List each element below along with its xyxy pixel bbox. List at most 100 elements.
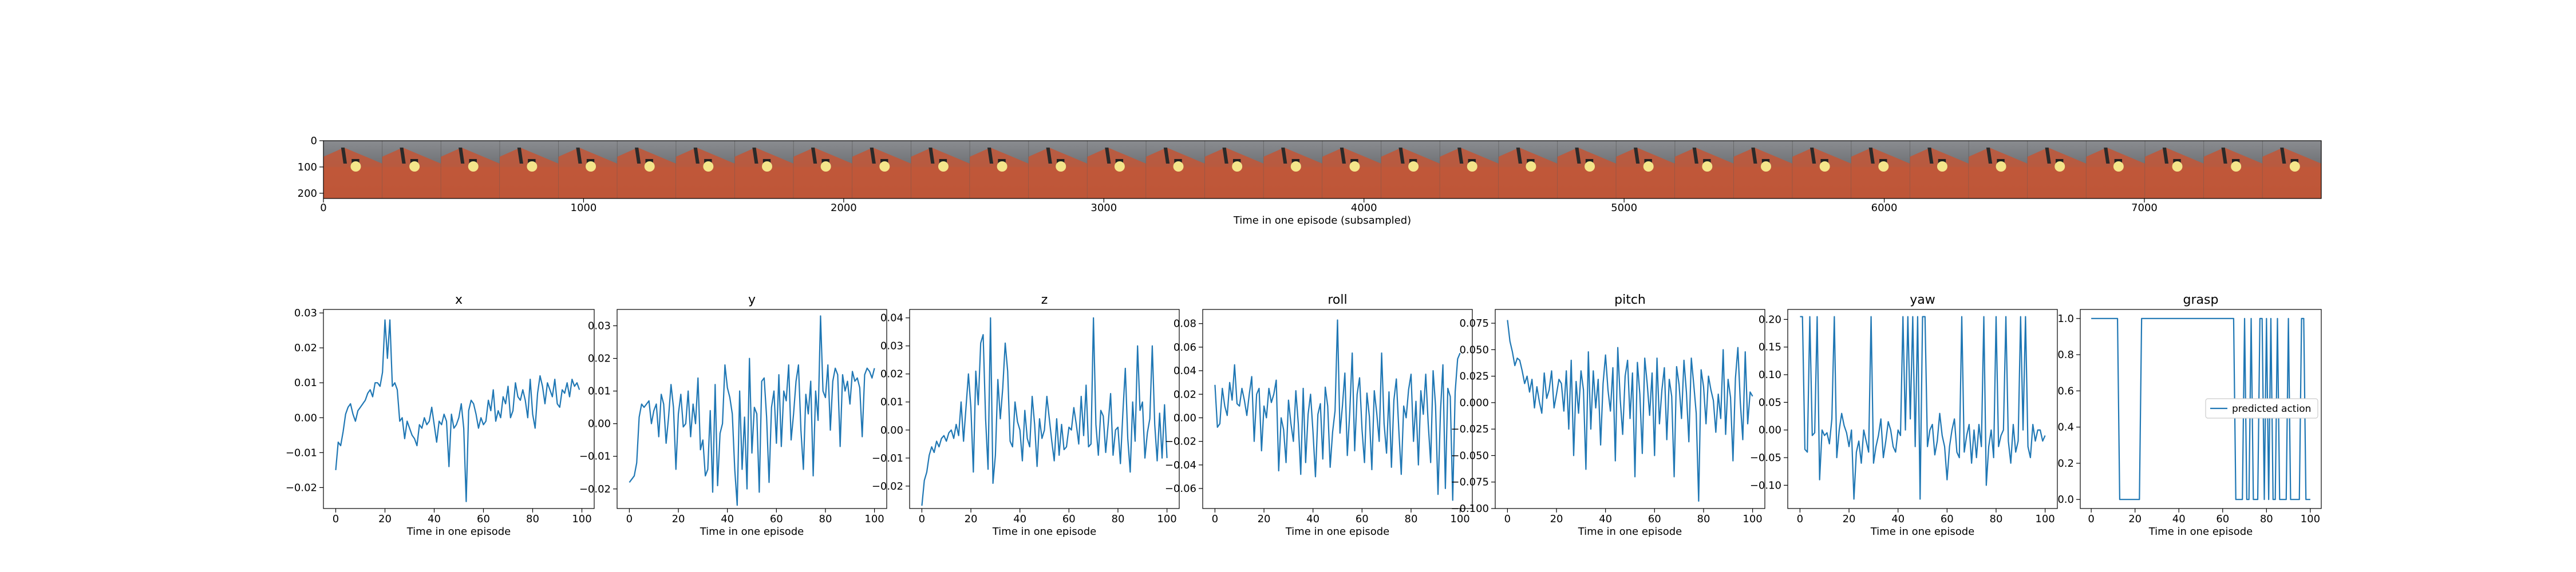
- table-surface: [1792, 148, 1851, 198]
- y-tick-label: 0.2: [2057, 458, 2074, 470]
- gripper-arm: [1281, 148, 1287, 164]
- y-tick-label: 0.08: [1174, 318, 1196, 330]
- gripper-arm: [1809, 148, 1816, 164]
- table-surface: [1498, 148, 1558, 198]
- image-xlabel: Time in one episode (subsampled): [1233, 214, 1411, 227]
- table-surface: [1674, 148, 1734, 198]
- plot-area: [617, 309, 887, 509]
- x-tick-label: 40: [1306, 513, 1319, 525]
- x-tick-label: 0: [333, 513, 339, 525]
- x-tick-label: 100: [1450, 513, 1469, 525]
- table-surface: [1028, 148, 1088, 198]
- y-tick-label: 0.00: [294, 412, 317, 424]
- table-surface: [1381, 148, 1440, 198]
- x-tick-label: 80: [526, 513, 539, 525]
- table-surface: [2145, 148, 2204, 198]
- y-tick-label: 0.03: [294, 307, 317, 319]
- y-tick-label: 0.15: [1759, 341, 1781, 353]
- subplot-yaw: 0 20 40 60 80 100 −0.10 −0.05 0.00 0.05 0.10 0.15 0.…: [1750, 293, 2058, 538]
- table-surface: [1733, 148, 1793, 198]
- y-tick-label: 0.01: [588, 386, 611, 398]
- x-tick-label: 100: [1157, 513, 1176, 525]
- table-surface: [617, 148, 676, 198]
- y-tick-label: 0.00: [1174, 412, 1196, 424]
- gripper-arm: [400, 148, 406, 164]
- y-tick-label: 0.0: [2057, 494, 2074, 506]
- target-object: [2289, 161, 2300, 172]
- legend-box: [2205, 398, 2318, 419]
- target-object: [1819, 161, 1830, 172]
- subplot-xlabel: Time in one episode: [992, 526, 1097, 538]
- x-tick-label: 100: [864, 513, 884, 525]
- gripper-arm: [929, 148, 935, 164]
- y-tick-label: 0.02: [294, 342, 317, 354]
- x-tick-label: 2000: [831, 202, 857, 214]
- table-surface: [1440, 148, 1499, 198]
- y-tick-label: 0.01: [294, 377, 317, 389]
- plot-area: [910, 309, 1179, 509]
- table-surface: [2203, 148, 2263, 198]
- legend: predicted action: [2205, 398, 2318, 419]
- image-frame: [1440, 141, 1499, 198]
- y-tick-label: 0.04: [1174, 365, 1196, 377]
- x-tick-label: 80: [1112, 513, 1125, 525]
- subplot-title: x: [455, 293, 463, 307]
- gripper-arm: [1516, 148, 1522, 164]
- gripper-arm: [1692, 148, 1698, 164]
- target-object: [761, 161, 772, 172]
- y-tick-label: 0.025: [1459, 371, 1489, 383]
- x-tick-label: 60: [477, 513, 490, 525]
- image-frame: [1910, 141, 1969, 198]
- table-surface: [323, 148, 382, 198]
- y-tick-label: 0.050: [1459, 344, 1489, 356]
- plot-frame: [1202, 309, 1473, 509]
- image-frame: [911, 141, 970, 198]
- target-object: [1056, 161, 1066, 172]
- gripper-arm: [752, 148, 758, 164]
- image-frame-border: [323, 140, 2322, 199]
- subplot-z: 0 20 40 60 80 100 −0.02 −0.01 0.00 0.01 0.02 0.03 0.…: [872, 293, 1180, 538]
- gripper-arm: [987, 148, 994, 164]
- subplot-title: z: [1041, 293, 1048, 307]
- target-object: [1526, 161, 1536, 172]
- y-tick-label: −0.025: [1451, 423, 1489, 435]
- table-surface: [2027, 148, 2087, 198]
- y-tick-label: 0.06: [1174, 341, 1196, 353]
- x-tick-label: 80: [1697, 513, 1710, 525]
- gripper-arm: [2045, 148, 2051, 164]
- legend-label: predicted action: [2232, 403, 2311, 415]
- table-surface: [2262, 148, 2321, 198]
- x-tick-label: 60: [1648, 513, 1661, 525]
- x-tick-label: 100: [2301, 513, 2320, 525]
- series-line-yaw: [1800, 316, 2046, 500]
- gripper-arm: [1927, 148, 1934, 164]
- target-object: [527, 161, 538, 172]
- subplot-xlabel: Time in one episode: [406, 526, 511, 538]
- x-tick-label: 20: [1258, 513, 1271, 525]
- target-object: [1232, 161, 1243, 172]
- gripper-arm: [341, 148, 347, 164]
- x-tick-label: 20: [378, 513, 392, 525]
- x-tick-label: 40: [1013, 513, 1026, 525]
- x-tick-label: 80: [1990, 513, 2003, 525]
- subplot-title: pitch: [1614, 293, 1646, 307]
- x-tick-label: 80: [1405, 513, 1418, 525]
- x-tick-label: 1000: [571, 202, 597, 214]
- image-frame: [1381, 141, 1440, 198]
- table-surface: [675, 148, 735, 198]
- table-surface: [1204, 148, 1264, 198]
- table-surface: [499, 148, 559, 198]
- subplot-xlabel: Time in one episode: [1870, 526, 1975, 538]
- y-tick-label: 0.20: [1759, 313, 1781, 325]
- plot-area: [323, 309, 594, 509]
- x-tick-label: 4000: [1351, 202, 1377, 214]
- x-tick-label: 100: [572, 513, 591, 525]
- target-object: [409, 161, 420, 172]
- table-surface: [734, 148, 794, 198]
- table-surface: [911, 148, 970, 198]
- x-tick-label: 100: [2035, 513, 2055, 525]
- x-tick-label: 60: [1062, 513, 1076, 525]
- target-object: [1702, 161, 1713, 172]
- y-tick-label: 0.05: [1759, 396, 1781, 408]
- x-tick-label: 60: [770, 513, 783, 525]
